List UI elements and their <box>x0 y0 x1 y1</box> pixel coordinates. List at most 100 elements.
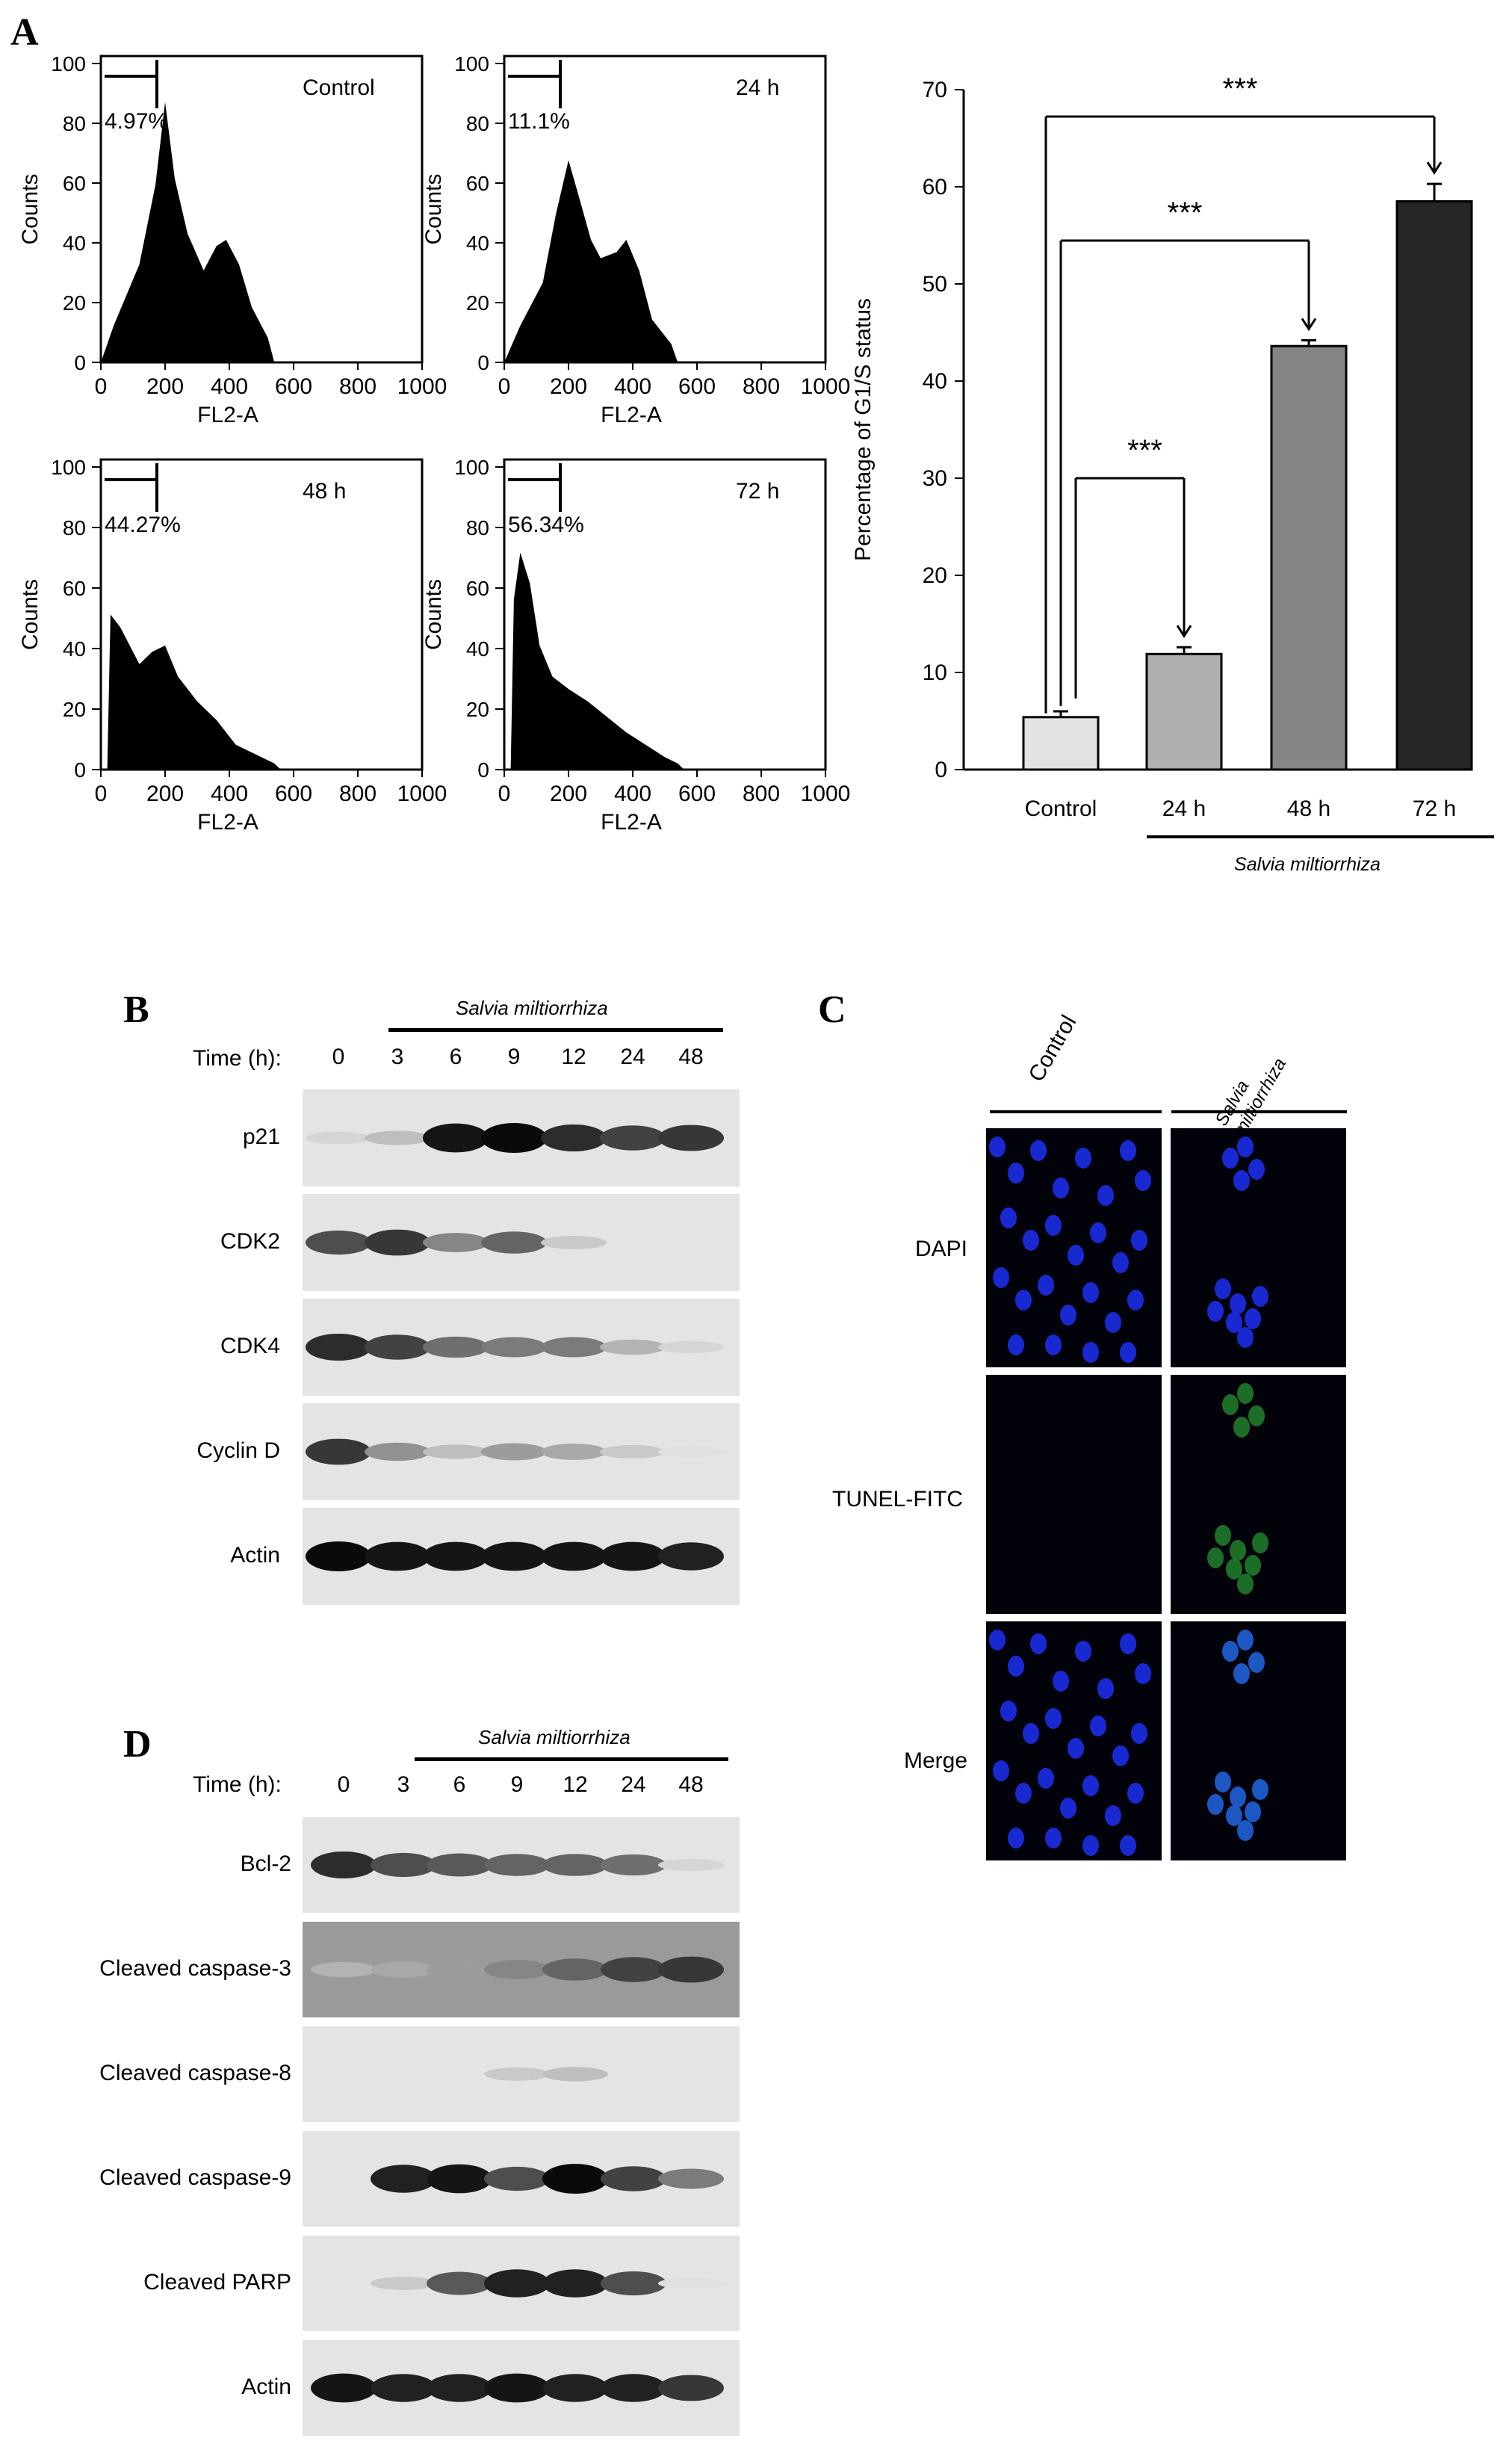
cell-nucleus <box>1226 1805 1242 1826</box>
cell-nucleus <box>1000 1701 1017 1721</box>
x-tick-label: 800 <box>339 374 377 399</box>
cell-nucleus <box>1131 1230 1147 1251</box>
row-label-dapi: DAPI <box>915 1237 968 1261</box>
cell-nucleus <box>1105 1805 1121 1826</box>
blot-b-band-strip <box>303 1508 740 1605</box>
blot-band <box>423 1336 489 1358</box>
western-blot-b: Salvia miltiorrhiza Time (h): 0 3 6 9 12 24 48… <box>0 979 784 1629</box>
blot-band <box>365 1541 430 1571</box>
blot-band <box>311 2373 377 2403</box>
blot-band <box>371 2165 436 2193</box>
cell-nucleus <box>1245 1555 1261 1576</box>
blot-band <box>371 1961 436 1978</box>
y-tick-label: 0 <box>74 351 86 374</box>
y-tick-label: 40 <box>63 637 86 661</box>
y-tick-label: 0 <box>477 351 489 374</box>
blot-band <box>484 2269 550 2298</box>
blot-b-band-strip <box>303 1403 740 1500</box>
x-tick-label: 600 <box>678 782 716 806</box>
blot-d-band-strip <box>303 1922 740 2017</box>
fluorescence-images <box>986 1128 1346 1860</box>
blot-band <box>542 1958 608 1981</box>
cell-nucleus <box>1008 1334 1024 1355</box>
cell-nucleus <box>1226 1312 1242 1333</box>
y-tick-label: 100 <box>51 456 86 479</box>
x-tick-label: 400 <box>614 374 651 399</box>
cell-nucleus <box>1008 1828 1024 1849</box>
cell-nucleus <box>1090 1716 1106 1736</box>
treatment-label: Salvia miltiorrhiza <box>456 997 608 1019</box>
treatment-bar <box>388 1028 723 1032</box>
blot-band <box>658 1124 724 1151</box>
y-tick-label: 0 <box>74 758 86 782</box>
blot-d-band-label: Cleaved PARP <box>143 2270 291 2295</box>
histogram-title: 48 h <box>303 479 346 504</box>
cell-nucleus <box>1068 1245 1084 1266</box>
column-bar-salvia <box>1171 1110 1347 1113</box>
cell-nucleus <box>1222 1394 1239 1415</box>
x-tick-label: 200 <box>550 782 587 806</box>
western-blot-d: Salvia miltiorrhiza Time (h): 0 3 6 9 12 24 48… <box>0 1711 784 2447</box>
blot-band <box>601 1957 666 1982</box>
cell-nucleus <box>1112 1252 1129 1273</box>
fluorescence-image-2 <box>1171 1128 1346 1367</box>
bracket-arrow <box>1426 161 1443 175</box>
category-label: Control <box>1025 796 1097 821</box>
y-tick-label: 60 <box>466 172 489 195</box>
cell-nucleus <box>1215 1772 1231 1792</box>
significance-label: *** <box>1168 197 1203 229</box>
blot-band <box>484 1854 550 1876</box>
cell-nucleus <box>1060 1798 1076 1819</box>
histogram-area <box>101 102 275 362</box>
blot-band <box>542 2269 608 2298</box>
y-tick-label: 100 <box>51 52 86 75</box>
blot-d-band-label: Cleaved caspase-8 <box>99 2061 291 2085</box>
cell-nucleus <box>1237 1136 1254 1157</box>
x-tick-label: 800 <box>743 374 780 399</box>
blot-band <box>542 1854 608 1876</box>
blot-band <box>423 1541 489 1571</box>
cell-nucleus <box>1252 1779 1268 1800</box>
blot-band <box>306 1438 371 1465</box>
bar-4 <box>1395 200 1473 771</box>
x-tick-label: 0 <box>95 782 108 806</box>
bar-3 <box>1270 344 1348 771</box>
x-tick-label: 800 <box>743 782 780 806</box>
cell-nucleus <box>1127 1783 1144 1804</box>
bar-2 <box>1145 652 1223 771</box>
tunel-panel: Control Salvia miltiorrhiza DAPI TUNEL-F… <box>807 971 1375 1898</box>
blot-band <box>658 1858 724 1872</box>
blot-band <box>423 1444 489 1459</box>
y-axis-label: Counts <box>18 173 43 244</box>
lane-label: 0 <box>332 1045 345 1069</box>
blot-band <box>600 1339 666 1355</box>
significance-label: *** <box>1127 434 1162 467</box>
y-tick-label: 40 <box>923 369 947 394</box>
cell-nucleus <box>1045 1828 1062 1849</box>
cell-nucleus <box>1248 1652 1265 1673</box>
cell-nucleus <box>1023 1230 1039 1251</box>
g1s-bar-chart: 0 10 20 30 40 50 60 70 Percentage of G1/S status… <box>851 72 1494 875</box>
y-tick-label: 20 <box>923 563 947 588</box>
blot-band <box>427 2374 492 2402</box>
blot-b-band-label: CDK4 <box>220 1334 280 1358</box>
blot-band <box>542 2374 608 2402</box>
blot-band <box>306 1131 371 1145</box>
cell-nucleus <box>1233 1417 1250 1438</box>
blot-band <box>601 1854 666 1876</box>
cell-nucleus <box>1030 1633 1047 1654</box>
cell-nucleus <box>1015 1783 1032 1804</box>
cell-nucleus <box>1060 1305 1076 1325</box>
blot-d-band-label: Actin <box>241 2375 291 2399</box>
blot-band <box>484 2373 550 2403</box>
bar-1 <box>1022 716 1100 771</box>
cell-nucleus <box>1248 1159 1265 1180</box>
cell-nucleus <box>1131 1723 1147 1744</box>
x-tick-label: 1000 <box>801 782 851 806</box>
blot-band <box>365 1229 430 1256</box>
blot-b-band-strip <box>303 1194 740 1291</box>
blot-band <box>600 1125 666 1151</box>
y-tick-label: 20 <box>63 291 86 315</box>
blot-band <box>481 1541 547 1571</box>
cell-nucleus <box>1237 1327 1254 1348</box>
